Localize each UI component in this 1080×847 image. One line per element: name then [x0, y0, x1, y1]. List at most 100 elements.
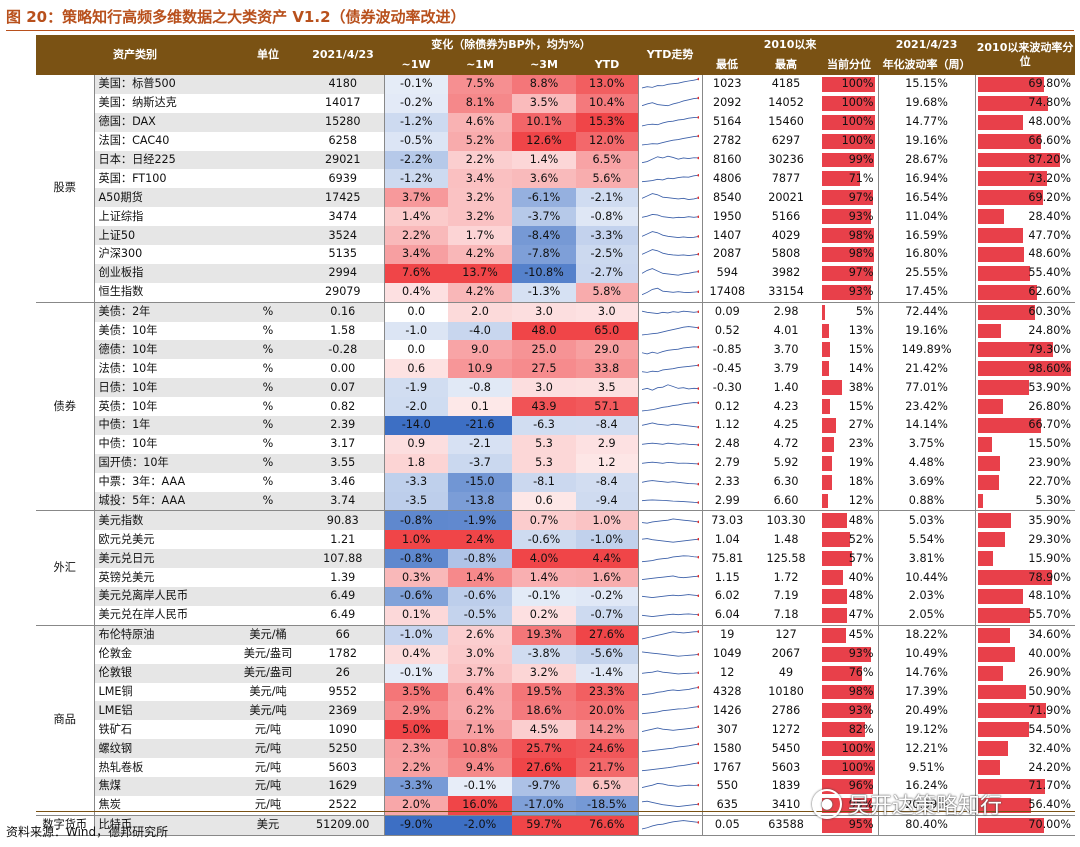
header-vol-date: 2021/4/23 [878, 35, 976, 55]
value: 1.58 [302, 321, 385, 341]
change-ytd: 33.8 [576, 359, 639, 379]
change-ytd: -3.3% [576, 226, 639, 246]
sparkline-line [641, 555, 699, 562]
asset-name: 比特币 [94, 815, 234, 836]
asset-name: 伦敦银 [94, 663, 234, 683]
unit [234, 263, 302, 283]
sparkline-chart [641, 310, 699, 315]
percentile-value: 71% [848, 171, 874, 185]
value: 1090 [302, 720, 385, 740]
vol-percentile-bar [977, 684, 1026, 700]
annualized-vol: 28.67% [878, 150, 976, 170]
sparkline-endpoint [696, 134, 699, 138]
table-row: 创业板指 2994 7.6% 13.7% -10.8% -2.7% 594 3982 97% 25… [36, 263, 1075, 283]
current-percentile: 82% [820, 720, 879, 740]
vol-percentile-value: 69.20% [1028, 190, 1072, 204]
sparkline-line [641, 518, 699, 524]
change-m3: 0.7% [512, 510, 576, 531]
change-m1: 16.0% [448, 795, 512, 816]
change-w1: 0.4% [384, 282, 448, 303]
vol-percentile-value: 22.70% [1028, 475, 1072, 489]
value: 15280 [302, 112, 385, 132]
ytd-sparkline [638, 491, 703, 512]
high-since-2010: 3410 [752, 795, 821, 816]
value: 3.17 [302, 434, 385, 454]
high-since-2010: 4.72 [773, 437, 799, 451]
change-m3: 59.7% [512, 815, 576, 836]
value: 1.39 [302, 568, 385, 588]
high-since-2010: 30236 [768, 153, 804, 166]
unit [234, 245, 302, 264]
high-since-2010: 63588 [752, 815, 821, 836]
sparkline-chart [641, 574, 699, 580]
vol-percentile: 48.00% [975, 113, 1075, 132]
percentile-bar [822, 284, 872, 300]
current-percentile: 97% [820, 188, 879, 208]
change-ytd: -2.5% [576, 245, 639, 264]
low-since-2010: 1407 [713, 228, 742, 242]
value: 6.49 [302, 605, 385, 626]
sparkline-line [641, 268, 699, 276]
vol-percentile-bar [977, 474, 1000, 490]
sparkline-chart [641, 213, 699, 219]
change-m1: 5.2% [448, 131, 512, 151]
annualized-vol: 18.22% [878, 625, 976, 645]
table-row: 欧元兑美元 1.21 1.0% 2.4% -0.6% -1.0% 1.04 1.48 52% 5.… [36, 530, 1075, 550]
sparkline-line [641, 326, 699, 336]
vol-percentile: 32.40% [975, 739, 1075, 758]
vol-percentile-value: 73.20% [1028, 171, 1072, 185]
low-since-2010: 6.04 [702, 605, 753, 626]
value: 0.07 [302, 378, 385, 398]
unit: 美元/桶 [234, 625, 302, 645]
vol-percentile-bar [977, 570, 1053, 586]
percentile-bar [822, 741, 875, 757]
sparkline-chart [641, 363, 699, 373]
change-m3: -3.7% [512, 207, 576, 227]
ytd-sparkline [638, 815, 703, 836]
percentile-bar [822, 209, 872, 225]
sparkline-chart [641, 173, 699, 183]
annualized-vol: 4.48% [878, 453, 976, 473]
percentile-value: 47% [848, 608, 874, 622]
ytd-sparkline [638, 453, 703, 473]
value: 1629 [302, 776, 385, 796]
ytd-sparkline [638, 701, 703, 721]
table-row: 焦炭 元/吨 2522 2.0% 16.0% -17.0% -18.5% 635 3410 95%… [36, 795, 1076, 816]
low-since-2010: -0.30 [712, 380, 742, 394]
sparkline-line [641, 820, 699, 830]
unit: % [262, 437, 274, 451]
vol-percentile: 24.80% [975, 322, 1075, 341]
vol-percentile-bar [977, 323, 1001, 339]
change-m1: 2.2% [448, 150, 512, 170]
ytd-sparkline [638, 568, 703, 588]
vol-percentile: 50.90% [975, 683, 1075, 702]
figure-title: 图 20：策略知行高频多维数据之大类资产 V1.2（债券波动率改进） [6, 8, 466, 26]
vol-percentile-bar [977, 627, 1011, 643]
change-m1: 3.2% [448, 207, 512, 227]
unit: % [262, 324, 274, 338]
percentile-value: 98% [848, 247, 874, 261]
value: 6258 [302, 131, 385, 151]
high-since-2010: 5.92 [773, 456, 799, 470]
current-percentile: 98% [820, 245, 879, 264]
sparkline-endpoint [696, 116, 699, 119]
current-percentile: 40% [820, 568, 879, 588]
asset-name: 美债：2年 [94, 302, 234, 322]
percentile-value: 48% [848, 513, 874, 527]
current-percentile: 96% [820, 776, 879, 796]
current-percentile: 99% [820, 150, 879, 170]
percentile-bar [822, 114, 875, 130]
asset-name: 热轧卷板 [98, 760, 144, 774]
asset-name: 英国：FT100 [98, 171, 167, 185]
change-ytd: 21.7% [576, 758, 639, 777]
value: 3.46 [302, 472, 385, 492]
sparkline-line [641, 670, 699, 675]
value: 3474 [302, 207, 385, 227]
value: 3.55 [302, 453, 385, 473]
asset-name: 美元兑离岸人民币 [94, 587, 234, 606]
vol-percentile: 34.60% [975, 625, 1075, 644]
ytd-sparkline [638, 321, 703, 341]
change-m3: 27.6% [512, 758, 576, 777]
vol-percentile-bar [977, 722, 1030, 738]
percentile-value: 40% [848, 570, 874, 584]
